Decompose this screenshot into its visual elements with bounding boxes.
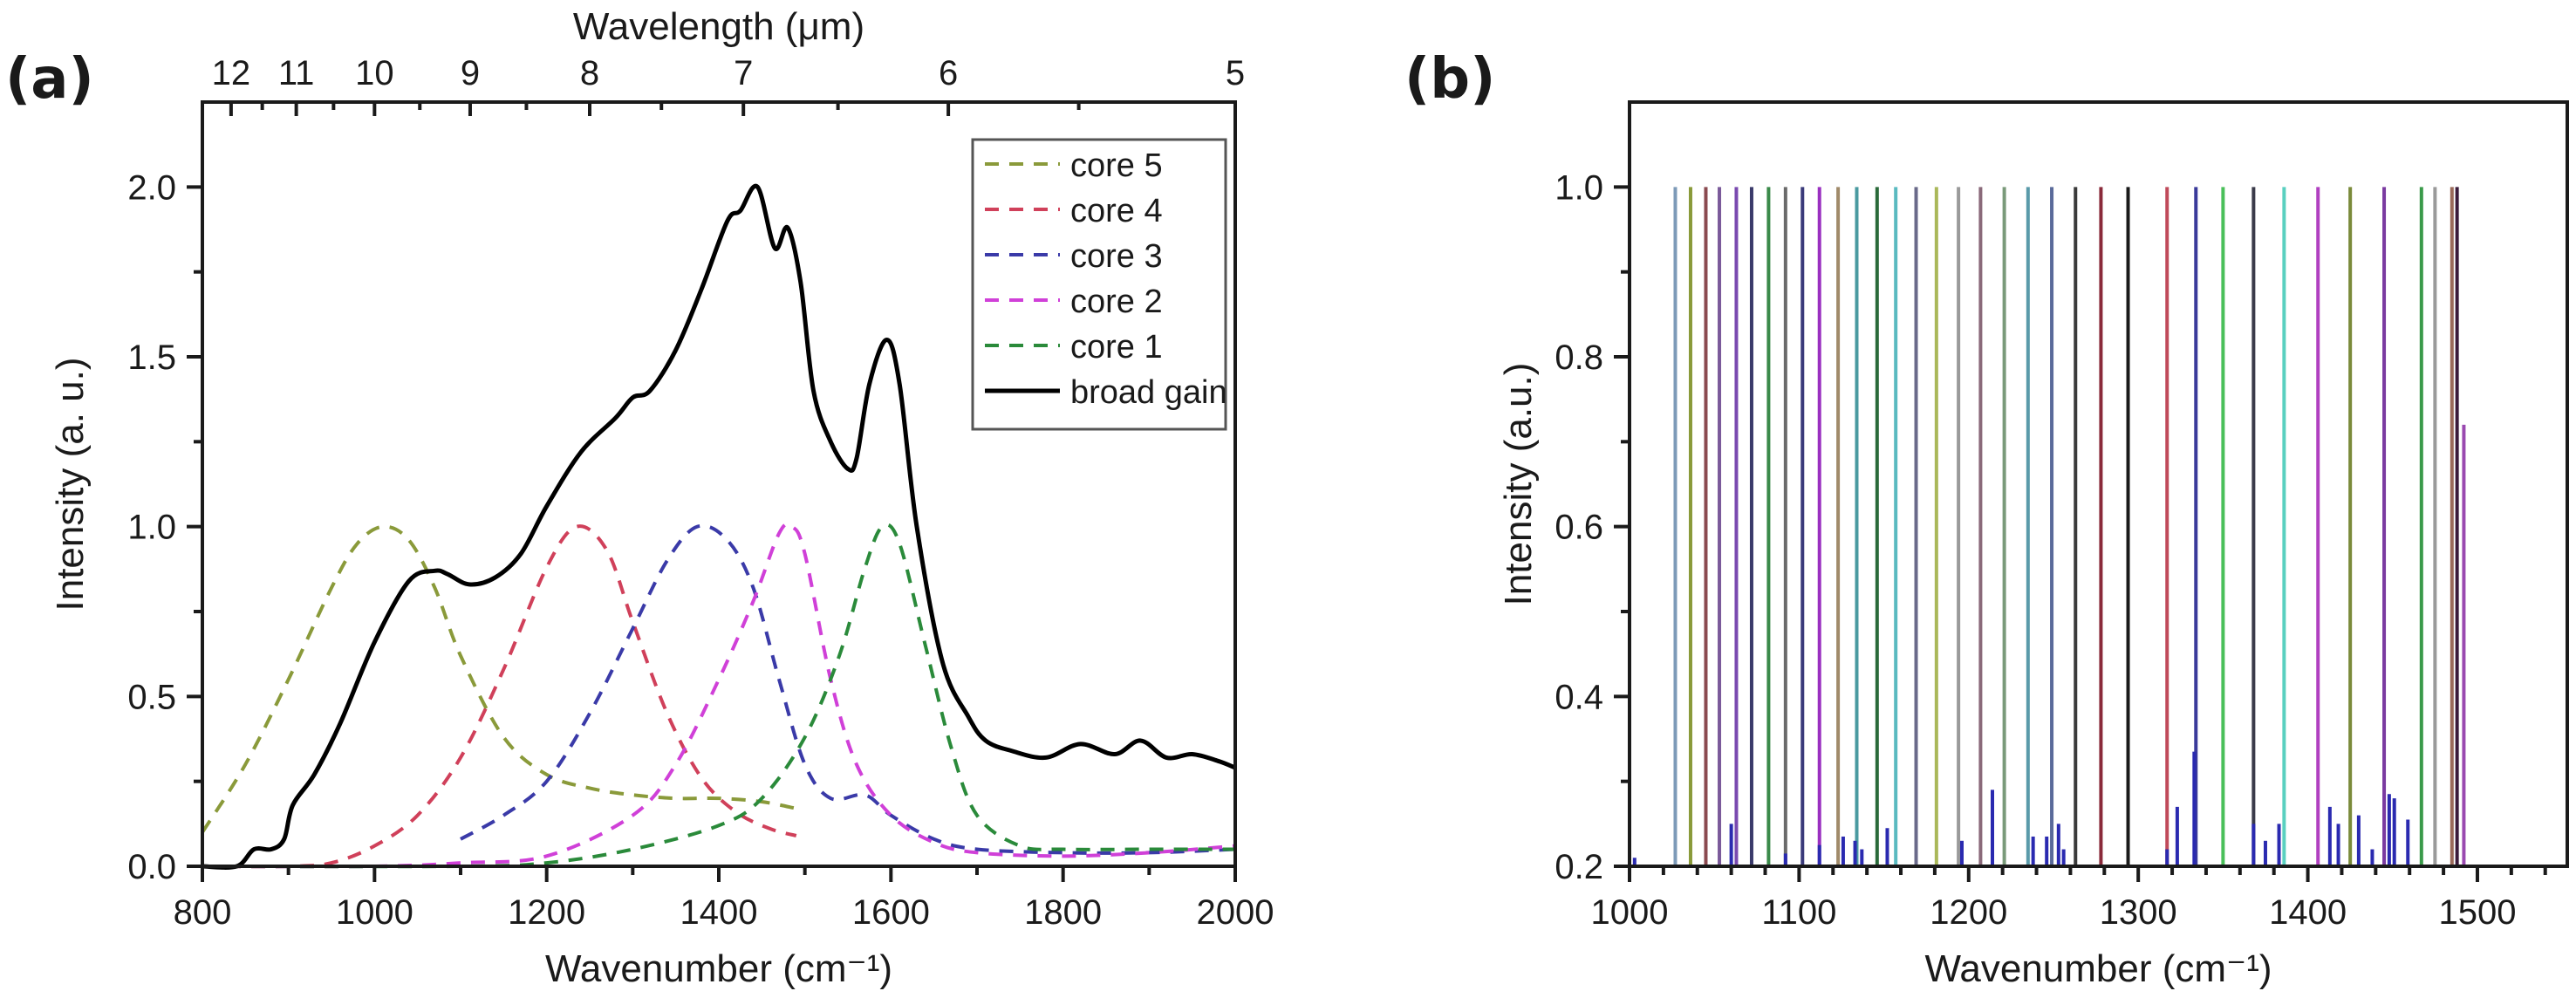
x-tick-label: 800 [174,893,232,932]
y-tick-label: 0.4 [1554,678,1603,716]
x-tick-label: 1400 [2269,893,2347,932]
top-tick-label: 11 [278,54,315,92]
legend-label: broad gain [1070,374,1227,411]
x-tick-label: 1400 [680,893,758,932]
y-tick-label: 0.2 [1554,848,1603,886]
x-tick-label: 1500 [2438,893,2516,932]
panel-a-chart: 800 1000 1200 1400 1600 1800 2000 0.0 0.5 1.0 1.5 2… [127,54,1274,932]
y-tick-label: 0.5 [127,678,176,716]
y-tick-label: 0.8 [1554,338,1603,377]
legend-label: core 3 [1070,238,1163,275]
series-line-core-1 [202,523,1235,869]
panel-a-top-axis-title: Wavelength (μm) [573,5,864,48]
top-tick-label: 12 [212,54,251,92]
panel-a-y-axis-title: Intensity (a. u.) [49,357,92,611]
panel-a-x-axis-title: Wavenumber (cm⁻¹) [545,947,892,990]
panel-b-y-axis-title: Intensity (a.u.) [1497,363,1540,606]
panel-b-chart: 1000 1100 1200 1300 1400 1500 0.2 0.4 0.6 0.8 1.0 [1554,100,2569,932]
legend-label: core 5 [1070,147,1163,184]
y-tick-label: 1.0 [127,509,176,547]
panel-label-a: (a) [5,47,94,112]
x-tick-label: 1800 [1024,893,1102,932]
legend-label: core 4 [1070,193,1163,229]
x-tick-label: 1000 [1591,893,1669,932]
top-tick-label: 9 [461,54,480,92]
y-tick-label: 2.0 [127,168,176,207]
series-line-core-4 [202,524,797,869]
top-tick-label: 5 [1226,54,1245,92]
top-tick-label: 7 [734,54,753,92]
x-tick-label: 1100 [1761,893,1836,932]
panel-b-plot-frame [1628,100,2569,868]
x-tick-label: 2000 [1197,893,1274,932]
top-tick-label: 10 [355,54,394,92]
panel-label-b: (b) [1404,47,1495,112]
panel-b-x-axis-title: Wavenumber (cm⁻¹) [1924,947,2272,990]
x-tick-label: 1000 [336,893,413,932]
top-tick-label: 6 [939,54,958,92]
legend-label: core 1 [1070,329,1163,366]
legend-box [971,138,1227,431]
series-line-core-5 [201,524,797,834]
legend-label: core 2 [1070,284,1163,320]
series-line-broad-gain [202,183,1236,870]
x-tick-label: 1200 [508,893,585,932]
series-line-core-3 [460,523,1236,855]
x-tick-label: 1300 [2100,893,2177,932]
series-line-core-2 [202,522,1236,869]
y-tick-label: 1.5 [127,338,176,377]
x-tick-label: 1200 [1930,893,2007,932]
y-tick-label: 0.0 [127,848,176,886]
top-tick-label: 8 [580,54,599,92]
x-tick-label: 1600 [852,893,930,932]
legend: core 5 core 4 core 3 core 2 core 1 broad gain [971,138,1227,431]
y-tick-label: 0.6 [1554,509,1603,547]
y-tick-label: 1.0 [1554,168,1603,207]
